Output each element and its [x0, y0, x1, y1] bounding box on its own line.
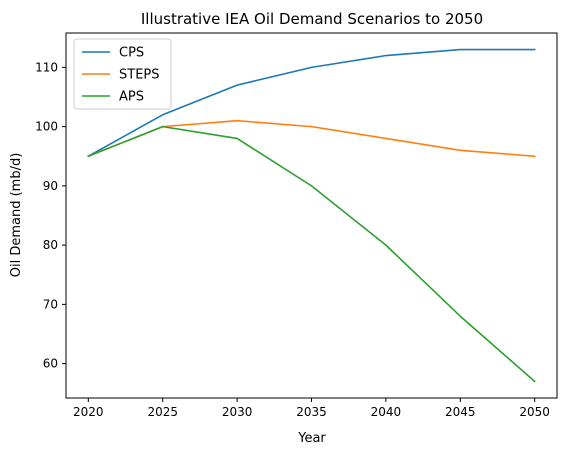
legend-label-cps: CPS	[119, 46, 144, 61]
y-tick-label: 90	[43, 179, 58, 193]
x-tick-label: 2040	[371, 405, 402, 419]
y-axis: 60 70 80 90 100 110	[35, 60, 66, 371]
x-tick-label: 2025	[147, 405, 178, 419]
x-axis-label: Year	[297, 431, 326, 446]
chart-title: Illustrative IEA Oil Demand Scenarios to…	[141, 10, 483, 28]
x-tick-label: 2050	[519, 405, 550, 419]
series-line-aps	[87, 125, 536, 383]
legend: CPS STEPS APS	[73, 38, 172, 110]
y-tick-label: 110	[35, 60, 58, 74]
y-tick-label: 60	[43, 357, 58, 371]
y-tick-label: 80	[43, 238, 58, 252]
legend-label-aps: APS	[119, 90, 144, 105]
y-tick-label: 70	[43, 297, 58, 311]
x-tick-label: 2035	[296, 405, 327, 419]
x-tick-label: 2030	[222, 405, 253, 419]
y-axis-label: Oil Demand (mb/d)	[9, 153, 24, 278]
x-axis: 2020 2025 2030 2035 2040 2045 2050	[73, 398, 550, 419]
plot-area	[87, 48, 536, 383]
x-tick-label: 2020	[73, 405, 104, 419]
legend-box	[73, 38, 172, 110]
x-tick-label: 2045	[445, 405, 476, 419]
y-tick-label: 100	[35, 120, 58, 134]
legend-label-steps: STEPS	[119, 68, 160, 83]
series-line-cps	[87, 48, 536, 158]
